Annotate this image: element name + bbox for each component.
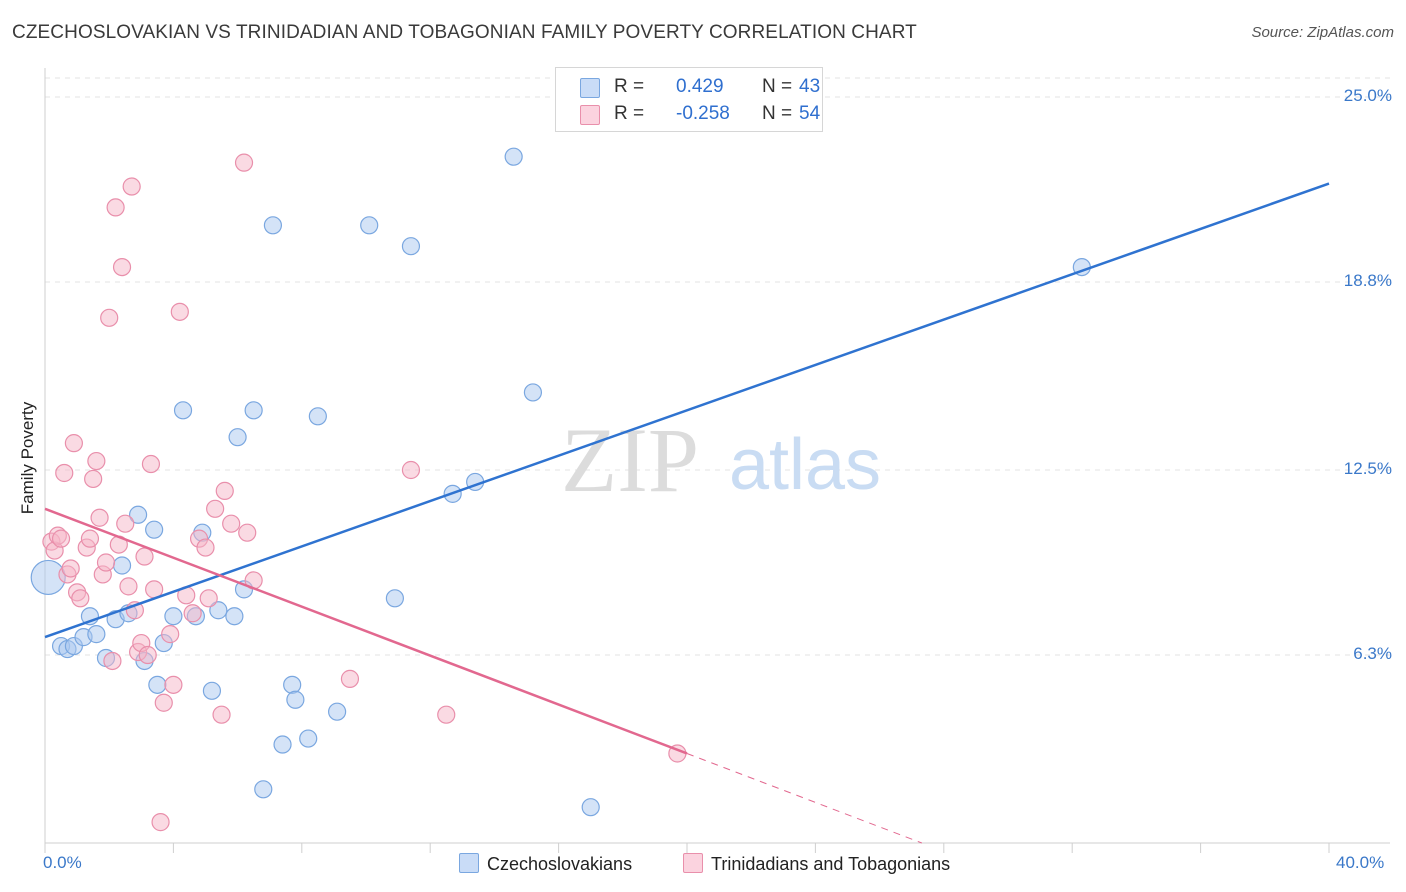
point-trinidadian xyxy=(135,547,154,566)
n-value: 54 xyxy=(799,103,821,124)
legend-swatch-blue xyxy=(459,853,479,873)
stats-box: R = 0.429 N = 43 R = -0.258 N = 54 xyxy=(555,67,823,132)
point-czechoslovakian xyxy=(401,237,421,256)
point-czechoslovakian xyxy=(581,798,600,817)
point-trinidadian xyxy=(96,553,116,572)
point-czechoslovakian xyxy=(286,690,305,709)
point-trinidadian xyxy=(206,499,225,518)
point-trinidadian xyxy=(71,589,90,608)
point-czechoslovakian xyxy=(87,625,106,644)
point-trinidadian xyxy=(55,463,74,483)
trend-layer xyxy=(44,182,1330,844)
point-czechoslovakian xyxy=(164,607,183,626)
point-trinidadian xyxy=(170,302,189,321)
trend-line-czechoslovakian xyxy=(44,182,1330,639)
point-trinidadian xyxy=(164,675,183,694)
point-czechoslovakian xyxy=(173,401,193,420)
point-trinidadian xyxy=(154,693,173,712)
legend-item-blue: Czechoslovakians xyxy=(459,853,632,875)
point-czechoslovakian xyxy=(228,428,247,447)
point-trinidadian xyxy=(100,308,119,327)
legend-item-pink: Trinidadians and Tobagonians xyxy=(683,853,950,875)
chart-title: CZECHOSLOVAKIAN VS TRINIDADIAN AND TOBAG… xyxy=(12,22,917,43)
point-trinidadian xyxy=(116,514,135,533)
point-trinidadian xyxy=(437,705,456,724)
point-czechoslovakian xyxy=(209,601,228,620)
legend-swatch-pink xyxy=(683,853,703,873)
r-label: R = xyxy=(614,103,645,124)
point-trinidadian xyxy=(212,705,231,724)
point-trinidadian xyxy=(80,529,100,548)
point-czechoslovakian xyxy=(299,729,318,748)
source-label: Source: ZipAtlas.com xyxy=(1251,24,1394,41)
point-czechoslovakian xyxy=(225,607,244,626)
point-trinidadian xyxy=(401,460,421,480)
point-czechoslovakian xyxy=(273,735,292,754)
point-czechoslovakian xyxy=(360,216,379,235)
r-label: R = xyxy=(614,76,645,97)
point-trinidadian xyxy=(183,604,202,623)
point-trinidadian xyxy=(222,514,241,533)
stats-swatch-pink xyxy=(580,105,600,125)
r-value: -0.258 xyxy=(676,103,730,124)
watermark-atlas: atlas xyxy=(729,425,881,505)
n-label: N = xyxy=(762,103,793,124)
point-trinidadian xyxy=(87,451,106,471)
r-value: 0.429 xyxy=(676,76,724,97)
point-czechoslovakian xyxy=(202,681,222,700)
x-tick-label-max: 40.0% xyxy=(1336,853,1385,872)
point-trinidadian xyxy=(64,434,83,453)
point-trinidadian xyxy=(141,454,161,474)
stats-swatch-blue xyxy=(580,78,600,98)
legend-label-pink: Trinidadians and Tobagonians xyxy=(711,854,951,874)
point-czechoslovakian xyxy=(145,520,164,539)
point-trinidadian xyxy=(151,813,170,832)
point-czechoslovakian xyxy=(504,147,523,166)
n-value: 43 xyxy=(799,76,821,97)
trend-line-trinidadian xyxy=(44,507,688,755)
point-trinidadian xyxy=(61,559,80,578)
point-czechoslovakian xyxy=(263,216,283,235)
point-trinidadian xyxy=(196,538,215,557)
point-trinidadian xyxy=(106,198,125,217)
y-tick-label: 18.8% xyxy=(1343,271,1392,290)
point-trinidadian xyxy=(199,589,218,608)
y-tick-label: 6.3% xyxy=(1353,644,1392,663)
point-czechoslovakian xyxy=(283,675,302,694)
point-trinidadian xyxy=(238,523,257,542)
x-tick-label-min: 0.0% xyxy=(43,853,82,872)
point-czechoslovakian xyxy=(128,505,148,524)
legend-label-blue: Czechoslovakians xyxy=(487,854,633,874)
point-czechoslovakian xyxy=(148,675,167,694)
point-trinidadian xyxy=(138,645,157,665)
point-trinidadian xyxy=(215,481,234,500)
point-czechoslovakian xyxy=(328,702,347,721)
point-trinidadian xyxy=(103,651,122,671)
point-trinidadian xyxy=(340,669,360,688)
point-czechoslovakian xyxy=(254,780,273,799)
axes-layer xyxy=(44,68,1390,853)
point-trinidadian xyxy=(122,177,141,196)
point-trinidadian xyxy=(234,153,254,172)
point-czechoslovakian xyxy=(112,556,132,575)
point-czechoslovakian xyxy=(308,407,327,426)
point-trinidadian xyxy=(112,257,132,277)
point-trinidadian xyxy=(84,469,103,489)
trend-line-trinidadian-extrapolated xyxy=(686,753,923,844)
n-label: N = xyxy=(762,76,793,97)
point-trinidadian xyxy=(51,529,71,548)
point-trinidadian xyxy=(90,508,109,527)
point-czechoslovakian xyxy=(523,383,543,402)
point-trinidadian xyxy=(161,625,180,644)
watermark-zip: ZIP xyxy=(561,409,699,511)
y-tick-label: 12.5% xyxy=(1343,459,1392,478)
y-tick-label: 25.0% xyxy=(1343,86,1392,105)
point-czechoslovakian xyxy=(244,401,263,420)
watermark: ZIP atlas xyxy=(561,409,881,511)
point-trinidadian xyxy=(119,577,138,596)
point-czechoslovakian xyxy=(385,589,404,608)
